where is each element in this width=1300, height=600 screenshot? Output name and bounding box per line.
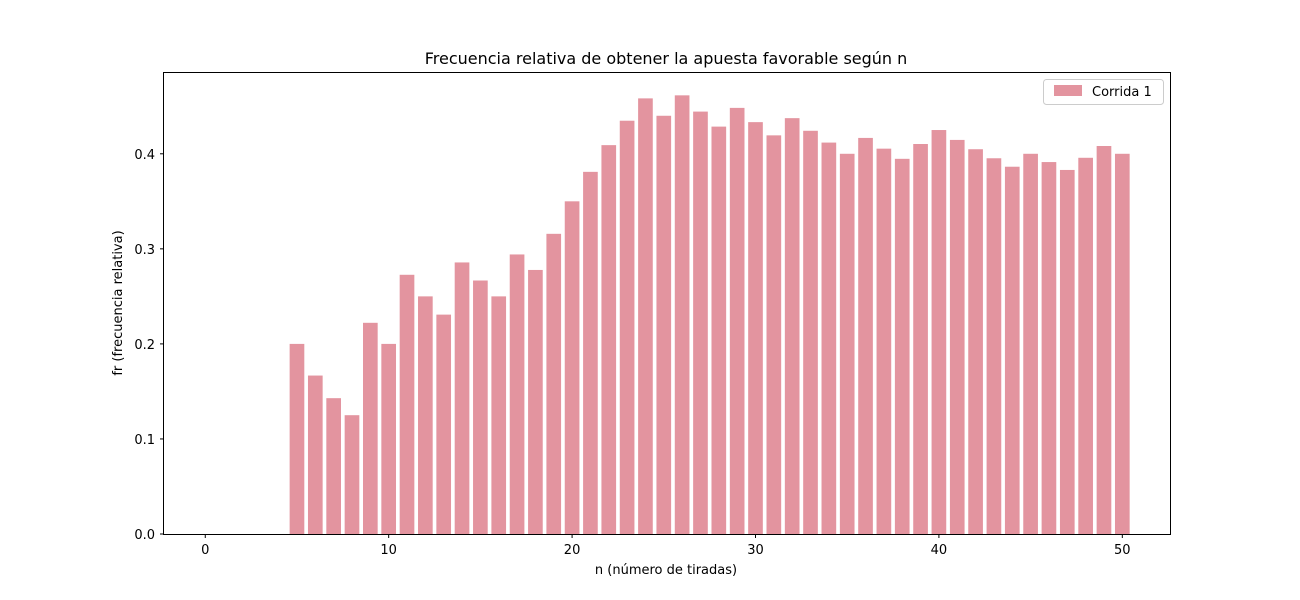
x-axis-title: n (número de tiradas) bbox=[595, 563, 737, 578]
bar-n-12 bbox=[418, 296, 433, 534]
y-tick-label: 0.1 bbox=[134, 433, 155, 448]
bar-n-28 bbox=[711, 126, 727, 535]
bar-n-40 bbox=[931, 130, 947, 534]
y-tick-label: 0.2 bbox=[134, 338, 155, 353]
x-tick-label: 50 bbox=[1114, 543, 1131, 558]
y-tick-label: 0.0 bbox=[134, 528, 155, 543]
bar-n-25 bbox=[656, 115, 672, 535]
bar-n-14 bbox=[454, 262, 470, 534]
bar-n-23 bbox=[619, 120, 635, 534]
bar-n-15 bbox=[473, 280, 488, 534]
bar-n-44 bbox=[1004, 166, 1020, 534]
chart-title: Frecuencia relativa de obtener la apuest… bbox=[425, 49, 908, 68]
bar-n-19 bbox=[546, 233, 562, 534]
x-tick-label: 0 bbox=[201, 543, 209, 558]
bar-n-9 bbox=[363, 322, 378, 534]
bar-n-18 bbox=[528, 269, 543, 534]
bar-n-16 bbox=[491, 296, 507, 534]
bar-n-13 bbox=[436, 314, 452, 534]
bar-n-36 bbox=[858, 137, 873, 535]
x-axis: 0 10 20 30 40 50 bbox=[201, 534, 1131, 558]
bar-n-29 bbox=[729, 107, 745, 534]
bar-n-50 bbox=[1114, 153, 1130, 535]
bar-n-21 bbox=[583, 171, 598, 534]
y-tick-label: 0.3 bbox=[134, 243, 155, 258]
bar-n-20 bbox=[564, 201, 580, 534]
legend-swatch bbox=[1054, 85, 1082, 96]
bar-n-6 bbox=[307, 375, 323, 534]
bar-n-32 bbox=[784, 118, 800, 535]
y-tick-label: 0.4 bbox=[134, 148, 155, 163]
bar-n-8 bbox=[344, 415, 360, 534]
bar-n-48 bbox=[1078, 157, 1093, 535]
y-axis: 0.0 0.1 0.2 0.3 0.4 bbox=[134, 148, 164, 543]
legend: Corrida 1 bbox=[1043, 79, 1164, 105]
bar-n-22 bbox=[601, 145, 617, 534]
bar-n-39 bbox=[913, 144, 928, 534]
bar-n-26 bbox=[674, 95, 690, 534]
y-axis-title: fr (frecuencia relativa) bbox=[111, 230, 126, 375]
bar-n-46 bbox=[1041, 162, 1057, 534]
bar-n-47 bbox=[1059, 169, 1075, 534]
bar-n-24 bbox=[638, 98, 653, 534]
bar-n-42 bbox=[968, 149, 983, 535]
bar-n-7 bbox=[326, 398, 341, 534]
bar-n-10 bbox=[381, 343, 397, 534]
x-tick-label: 10 bbox=[380, 543, 397, 558]
x-tick-label: 40 bbox=[931, 543, 948, 558]
bar-n-49 bbox=[1096, 146, 1112, 534]
bar-n-45 bbox=[1023, 153, 1038, 535]
x-tick-label: 20 bbox=[564, 543, 581, 558]
legend-label: Corrida 1 bbox=[1092, 85, 1152, 100]
bars-group bbox=[289, 95, 1130, 535]
bar-n-33 bbox=[803, 130, 818, 535]
bar-n-27 bbox=[693, 111, 708, 534]
bar-n-38 bbox=[894, 158, 910, 534]
bar-n-11 bbox=[399, 274, 415, 534]
bar-n-30 bbox=[748, 122, 763, 534]
bar-n-31 bbox=[766, 135, 782, 534]
bar-n-41 bbox=[949, 139, 965, 535]
bar-n-43 bbox=[986, 158, 1002, 534]
bar-n-37 bbox=[876, 148, 892, 534]
plot-frame bbox=[163, 72, 1171, 535]
x-tick-label: 30 bbox=[747, 543, 764, 558]
bar-n-35 bbox=[839, 153, 855, 535]
bar-n-17 bbox=[509, 254, 525, 534]
bar-n-5 bbox=[289, 343, 305, 534]
bar-n-34 bbox=[821, 142, 837, 534]
